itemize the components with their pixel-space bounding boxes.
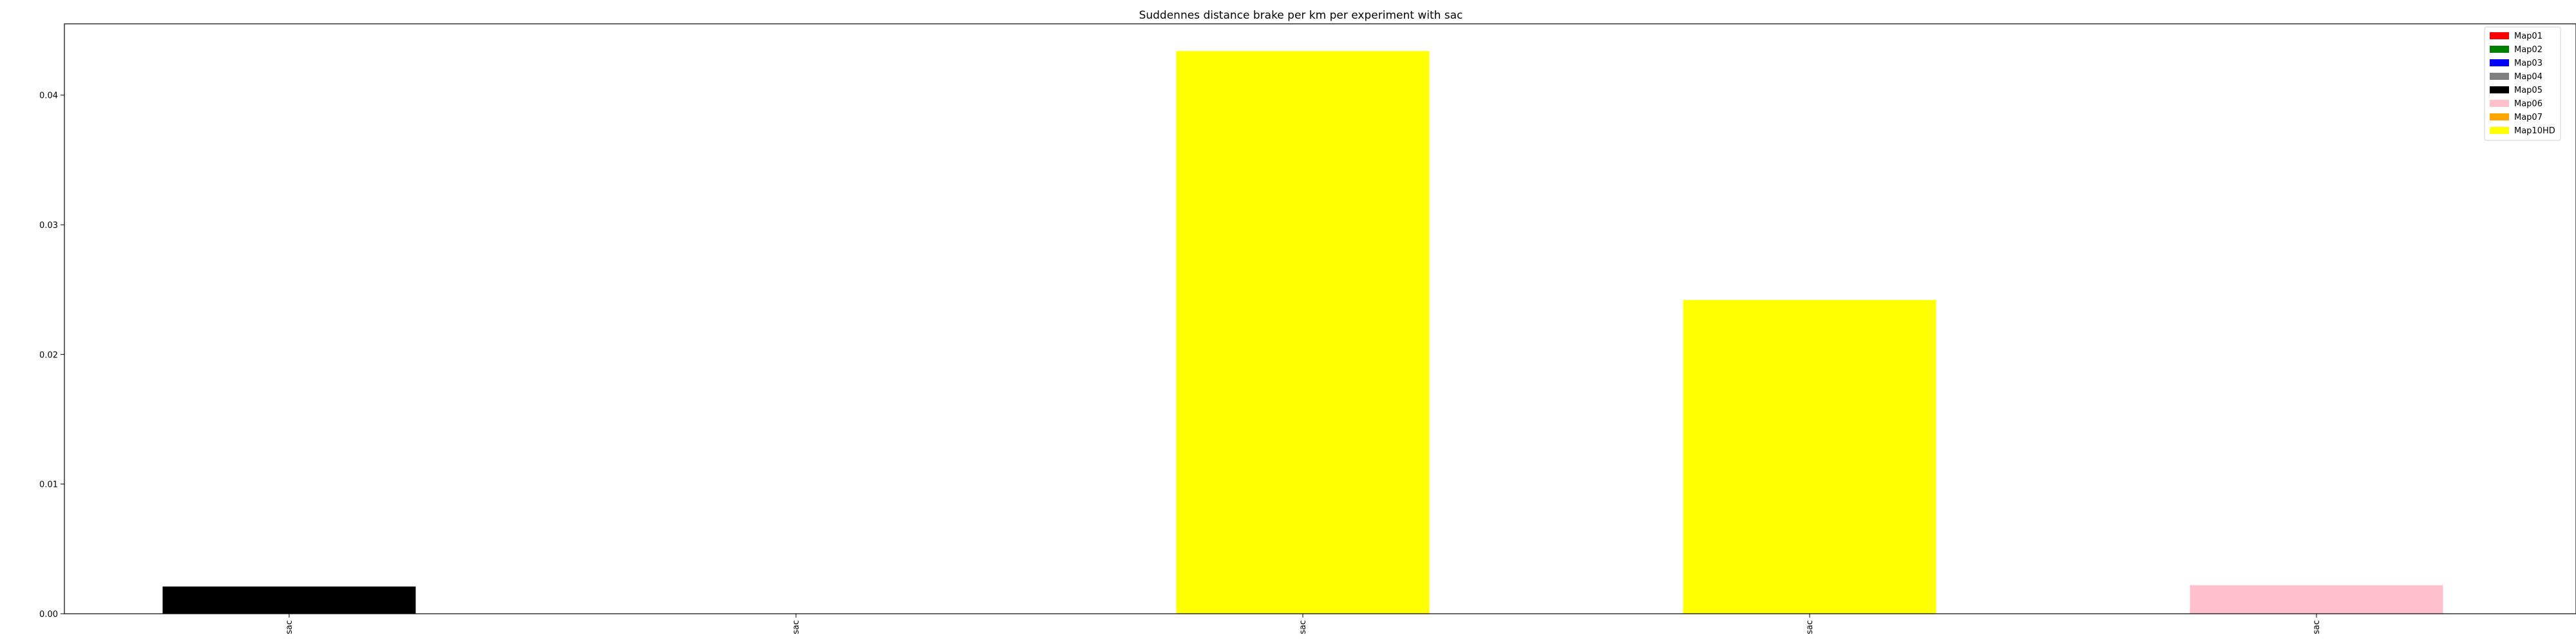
y-axis: 0.00 0.01 0.02 0.03 0.04 bbox=[39, 91, 64, 620]
legend-label: Map01 bbox=[2514, 32, 2543, 41]
x-tick-label: sac bbox=[285, 620, 294, 634]
x-tick-label: sac bbox=[1805, 620, 1815, 634]
legend-swatch bbox=[2490, 127, 2509, 134]
x-axis: sac sac sac sac sac bbox=[285, 614, 2322, 634]
legend-box bbox=[2484, 26, 2561, 141]
legend-swatch bbox=[2490, 46, 2509, 53]
bar-3 bbox=[1176, 51, 1430, 614]
legend-label: Map06 bbox=[2514, 99, 2543, 109]
bars-group bbox=[162, 51, 2443, 614]
legend-label: Map03 bbox=[2514, 59, 2543, 68]
x-tick-label: sac bbox=[1298, 620, 1308, 634]
legend-swatch bbox=[2490, 113, 2509, 120]
legend-swatch bbox=[2490, 86, 2509, 93]
y-tick-label: 0.03 bbox=[39, 221, 58, 231]
chart-title: Suddennes distance brake per km per expe… bbox=[1139, 9, 1463, 22]
legend-swatch bbox=[2490, 59, 2509, 66]
plot-frame bbox=[64, 23, 2576, 614]
legend-swatch bbox=[2490, 32, 2509, 39]
x-tick-label: sac bbox=[2312, 620, 2322, 634]
bar-1 bbox=[162, 586, 416, 614]
x-tick-label: sac bbox=[791, 620, 801, 634]
legend-label: Map04 bbox=[2514, 72, 2543, 82]
y-tick-label: 0.02 bbox=[39, 350, 58, 360]
y-tick-label: 0.04 bbox=[39, 91, 58, 101]
legend-label: Map05 bbox=[2514, 86, 2543, 95]
legend-label: Map07 bbox=[2514, 113, 2543, 122]
bar-4 bbox=[1683, 299, 1937, 614]
y-tick-label: 0.01 bbox=[39, 480, 58, 490]
legend-swatch bbox=[2490, 73, 2509, 80]
legend-label: Map02 bbox=[2514, 45, 2543, 55]
legend-swatch bbox=[2490, 100, 2509, 107]
bar-5 bbox=[2190, 585, 2443, 614]
y-tick-label: 0.00 bbox=[39, 610, 58, 620]
legend: Map01 Map02 Map03 Map04 Map05 Map06 Map07 Map10… bbox=[2484, 26, 2561, 141]
legend-label: Map10HD bbox=[2514, 126, 2555, 136]
